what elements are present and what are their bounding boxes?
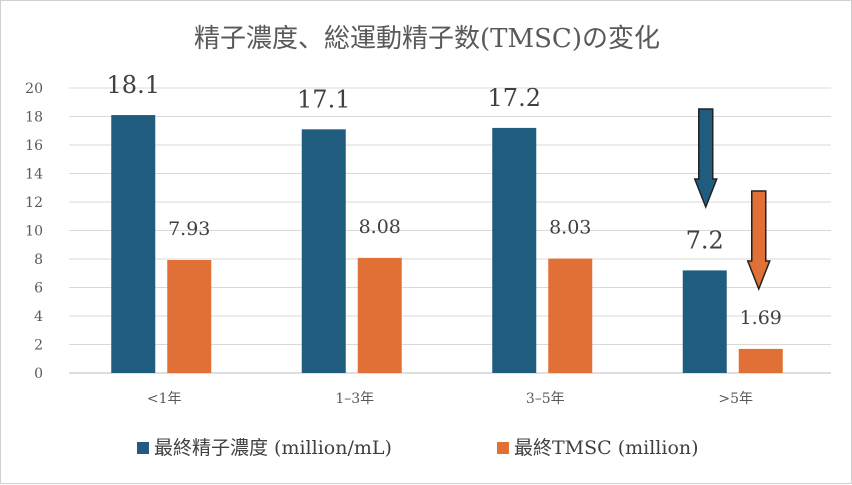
label-layer: 18.1 17.1 17.2 7.2 7.93 8.08 8.03 1.69	[107, 71, 782, 329]
data-label: 7.93	[168, 218, 210, 240]
data-label: 7.2	[686, 226, 724, 254]
bar-series-2	[738, 348, 783, 373]
x-tick-label: 3–5年	[526, 391, 565, 407]
x-tick-label: 1–3年	[335, 391, 374, 407]
bar-series-1	[301, 129, 346, 373]
y-tick-label: 12	[25, 195, 43, 211]
bar-series-2	[167, 259, 212, 373]
y-tick-label: 4	[34, 309, 43, 325]
data-label: 8.03	[549, 217, 591, 239]
down-arrow-icon	[746, 190, 771, 292]
down-arrow-icon	[693, 108, 718, 210]
arrow-layer	[693, 108, 771, 292]
bar-series-2	[357, 257, 402, 373]
bar-series-1	[492, 127, 537, 374]
data-label: 17.1	[297, 85, 350, 113]
x-tick-label: <1年	[147, 391, 182, 407]
x-tick-label: >5年	[718, 391, 753, 407]
y-tick-label: 6	[34, 281, 43, 297]
legend-swatch-series-2	[497, 442, 509, 454]
data-label: 8.08	[359, 216, 401, 238]
legend-swatch-series-1	[137, 442, 149, 454]
y-tick-label: 16	[25, 138, 43, 154]
bar-series-2	[548, 258, 593, 373]
chart-title: 精子濃度、総運動精子数(TMSC)の変化	[194, 24, 660, 54]
y-tick-label: 2	[34, 338, 43, 354]
bar-layer	[111, 115, 783, 374]
y-tick-label: 8	[34, 252, 43, 268]
bar-series-1	[682, 270, 727, 373]
legend: 最終精子濃度 (million/mL) 最終TMSC (million)	[137, 437, 699, 459]
legend-label-series-1: 最終精子濃度 (million/mL)	[154, 437, 392, 459]
bar-series-1	[111, 115, 156, 373]
y-tick-label: 20	[25, 81, 43, 97]
data-label: 1.69	[740, 307, 782, 329]
y-tick-label: 14	[25, 167, 43, 183]
y-tick-label: 0	[34, 366, 43, 382]
legend-label-series-2: 最終TMSC (million)	[514, 437, 699, 459]
data-label: 18.1	[107, 71, 160, 99]
y-tick-label: 10	[25, 224, 43, 240]
data-label: 17.2	[488, 84, 541, 112]
y-tick-label: 18	[25, 110, 43, 126]
